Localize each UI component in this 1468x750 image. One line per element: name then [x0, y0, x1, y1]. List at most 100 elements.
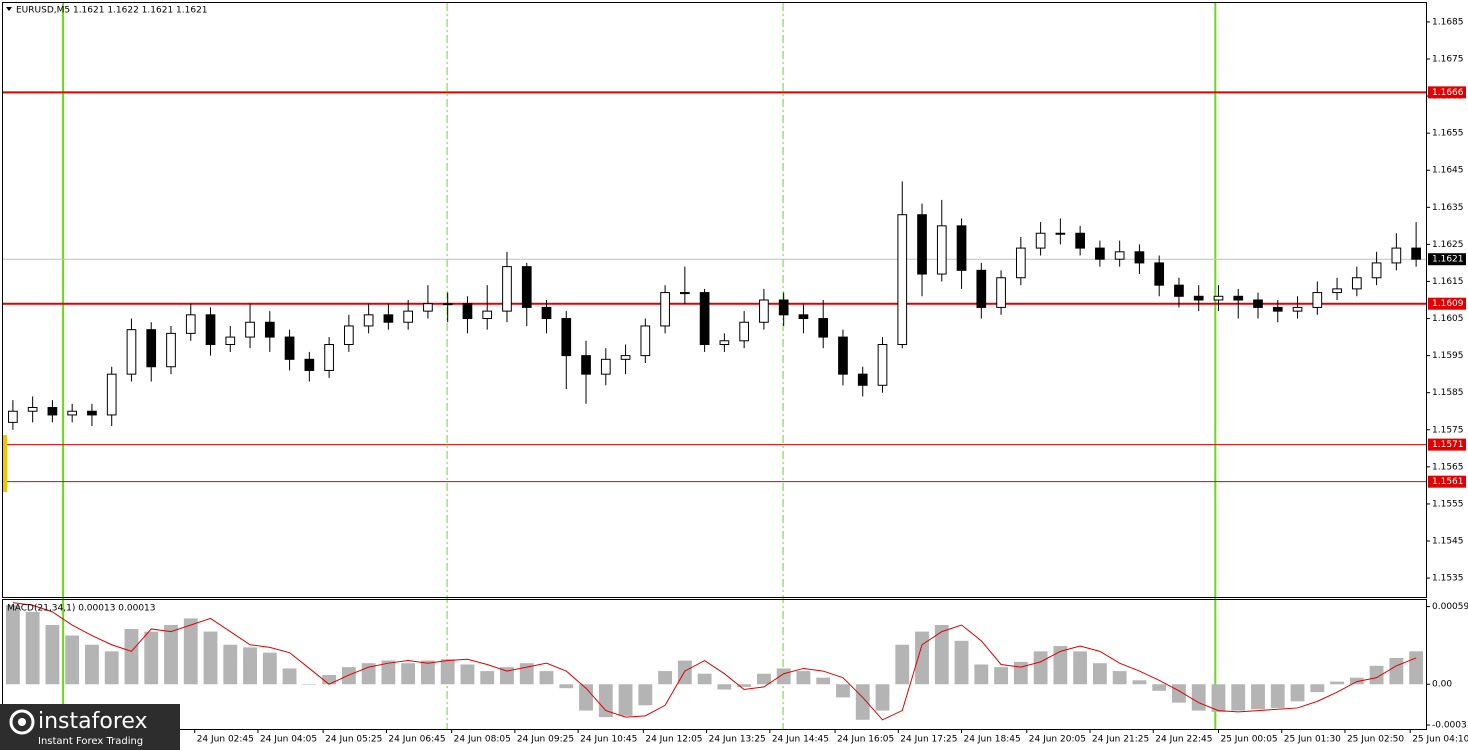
macd-bar: [756, 673, 771, 685]
macd-bar: [341, 667, 356, 685]
candle-body: [1174, 284, 1184, 297]
macd-bar: [934, 625, 949, 685]
macd-bar: [816, 677, 831, 685]
candle-body: [344, 325, 354, 345]
macd-bar: [243, 647, 257, 685]
candle-body: [759, 299, 769, 323]
macd-bar: [1152, 684, 1167, 691]
y-tick-label: 1.1555: [1432, 499, 1464, 509]
x-tick-label: 24 Jun 06:45: [388, 735, 445, 745]
candle-body: [1095, 247, 1105, 260]
macd-bar: [539, 671, 554, 685]
candle-body: [956, 225, 967, 271]
candle-body: [719, 340, 730, 345]
y-tick-label: 1.1605: [1432, 314, 1464, 324]
watermark-icon-core: [18, 718, 26, 726]
candle-body: [1193, 295, 1204, 301]
macd-bar: [638, 684, 653, 706]
candle-body: [185, 314, 196, 334]
candle-body: [1332, 288, 1342, 294]
macd-y-tick-label: 0.00: [1432, 680, 1452, 690]
candle-body: [502, 266, 512, 312]
candle-body: [1411, 247, 1421, 260]
candle-body: [521, 266, 532, 308]
macd-bar: [519, 663, 534, 685]
candle-body: [245, 321, 255, 338]
macd-bar: [717, 684, 732, 690]
candle-body: [680, 292, 690, 295]
macd-bar: [460, 664, 475, 685]
y-tick-label: 1.1625: [1432, 240, 1464, 250]
y-tick-label: 1.1645: [1432, 166, 1464, 176]
candle-body: [857, 373, 868, 386]
macd-bar: [124, 628, 139, 685]
candle-body: [1154, 262, 1165, 286]
candle-body: [8, 410, 18, 423]
candle-body: [146, 329, 157, 368]
macd-bar: [697, 673, 712, 685]
macd-bar: [1033, 651, 1048, 685]
macd-bar: [875, 684, 890, 711]
menu-arrow: [6, 7, 12, 11]
macd-bar: [440, 659, 455, 685]
macd-y-tick-label: 0.00059: [1432, 602, 1468, 612]
macd-bar: [658, 671, 673, 685]
x-tick-label: 24 Jun 12:05: [645, 735, 702, 745]
candle-body: [561, 318, 572, 357]
macd-bar: [1310, 684, 1325, 693]
candle-body: [27, 407, 38, 412]
y-tick-label: 1.1685: [1432, 17, 1464, 27]
candle-body: [47, 407, 58, 416]
macd-bar: [322, 675, 337, 685]
x-tick-label: 24 Jun 17:25: [900, 735, 957, 745]
macd-bar: [1073, 651, 1088, 685]
macd-bar: [1251, 684, 1265, 710]
candle-body: [620, 355, 631, 360]
macd-bar: [104, 651, 119, 685]
candle-body: [778, 299, 789, 316]
candle-body: [897, 214, 908, 345]
x-tick-label: 24 Jun 04:05: [260, 735, 317, 745]
macd-bar: [994, 667, 1008, 685]
x-tick-label: 24 Jun 13:25: [709, 735, 766, 745]
macd-bar: [1211, 684, 1226, 712]
x-tick-label: 25 Jun 00:05: [1220, 735, 1277, 745]
macd-bar: [1231, 684, 1246, 711]
candle-body: [838, 336, 848, 375]
level-label-box: [1428, 438, 1466, 451]
candle-body: [383, 314, 394, 323]
x-tick-label: 24 Jun 14:45: [772, 735, 829, 745]
macd-bar: [1191, 684, 1206, 711]
macd-bar: [737, 684, 752, 687]
y-tick-label: 1.1565: [1432, 462, 1464, 472]
candle-body: [936, 225, 947, 275]
macd-bar: [282, 668, 297, 685]
x-tick-label: 24 Jun 18:45: [964, 735, 1021, 745]
macd-bar: [1290, 684, 1305, 702]
macd-bar: [500, 667, 514, 685]
macd-bar: [401, 663, 416, 685]
watermark: instaforex Instant Forex Trading: [0, 704, 180, 750]
macd-bar: [1270, 684, 1285, 708]
candle-body: [600, 358, 611, 375]
candle-body: [739, 321, 749, 342]
y-tick-label: 1.1635: [1432, 203, 1464, 213]
level-label: 1.1561: [1432, 477, 1464, 487]
y-tick-label: 1.1655: [1432, 129, 1464, 139]
macd-bar: [559, 684, 574, 689]
candle-body: [640, 325, 651, 357]
macd-bar: [836, 684, 850, 698]
candle-body: [818, 318, 829, 338]
y-tick-label: 1.1675: [1432, 54, 1464, 64]
y-tick-label: 1.1535: [1432, 574, 1464, 584]
x-tick-label: 24 Jun 20:05: [1029, 735, 1086, 745]
candle-body: [1253, 299, 1263, 308]
plot-layer: 1.1535 1.1545 1.1555 1.1565 1.1575 1.1585 1.15…: [3, 3, 1468, 745]
x-tick-label: 24 Jun 22:45: [1155, 735, 1212, 745]
level-label: 1.1571: [1432, 440, 1464, 450]
macd-label: MACD(21,34,1) 0.00013 0.00013: [7, 604, 156, 614]
candle-body: [87, 410, 97, 416]
macd-bar: [954, 640, 969, 685]
macd-bar: [203, 631, 218, 685]
